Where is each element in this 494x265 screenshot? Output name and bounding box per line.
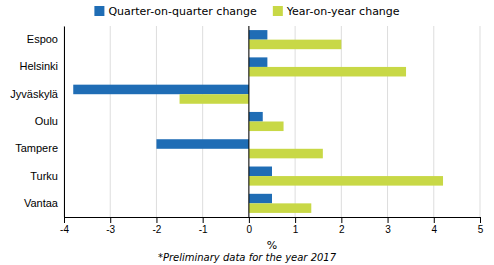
x-tick-label: 0 bbox=[247, 224, 253, 235]
x-tick-mark bbox=[341, 217, 342, 223]
x-tick-label: 4 bbox=[431, 224, 437, 235]
x-tick-label: 2 bbox=[339, 224, 345, 235]
chart: -4 -3 -2 -1 0 1 2 3 4 5 Espoo Helsinki Jyväskylä Oulu… bbox=[0, 0, 494, 265]
y-axis: Espoo Helsinki Jyväskylä Oulu Tampere Turku Va… bbox=[10, 27, 64, 218]
legend-swatch bbox=[94, 6, 104, 16]
grid-line bbox=[341, 26, 342, 217]
y-tick-label: Helsinki bbox=[19, 60, 58, 72]
bar bbox=[249, 167, 272, 177]
x-tick-label: 5 bbox=[478, 224, 484, 235]
bar bbox=[249, 122, 284, 132]
legend: Quarter-on-quarter change Year-on-year ch… bbox=[94, 5, 399, 18]
grid-line bbox=[295, 26, 296, 217]
x-tick-label: -1 bbox=[199, 224, 208, 235]
y-tick-label: Vantaa bbox=[24, 197, 59, 209]
bar-series bbox=[73, 30, 272, 203]
y-tick-label: Turku bbox=[30, 170, 58, 182]
x-tick: -2 bbox=[152, 217, 161, 235]
bar bbox=[249, 30, 267, 40]
legend-label: Year-on-year change bbox=[286, 5, 400, 18]
y-tick: Tampere bbox=[15, 142, 64, 154]
x-tick: 5 bbox=[478, 217, 484, 235]
x-tick-mark bbox=[156, 217, 157, 223]
bar bbox=[249, 40, 341, 50]
bar bbox=[249, 149, 323, 159]
y-axis-line bbox=[64, 27, 65, 218]
bar bbox=[73, 85, 249, 95]
x-tick: -1 bbox=[199, 217, 208, 235]
grid-line bbox=[202, 26, 203, 217]
grid-line bbox=[64, 26, 65, 217]
legend-label: Quarter-on-quarter change bbox=[108, 5, 257, 18]
grid-line bbox=[387, 26, 388, 217]
grid-line bbox=[480, 26, 481, 217]
x-tick-mark bbox=[203, 217, 204, 223]
footnote: *Preliminary data for the year 2017 bbox=[158, 252, 337, 263]
bar bbox=[249, 194, 272, 204]
bar bbox=[249, 57, 267, 67]
x-tick: 1 bbox=[293, 217, 299, 235]
x-tick: -4 bbox=[60, 217, 69, 235]
x-tick: 2 bbox=[339, 217, 345, 235]
y-tick-label: Jyväskylä bbox=[10, 88, 59, 100]
y-tick: Espoo bbox=[27, 33, 64, 45]
bar-series bbox=[180, 40, 443, 213]
y-tick: Turku bbox=[30, 170, 64, 182]
bar bbox=[156, 139, 248, 149]
x-tick: 3 bbox=[385, 217, 391, 235]
y-tick-label: Tampere bbox=[15, 142, 58, 154]
bar bbox=[249, 176, 443, 186]
x-tick-mark bbox=[64, 217, 65, 223]
x-tick: 4 bbox=[431, 217, 437, 235]
y-tick: Vantaa bbox=[24, 197, 64, 209]
x-tick-label: -3 bbox=[106, 224, 115, 235]
bar bbox=[249, 112, 263, 122]
grid-line bbox=[110, 26, 111, 217]
x-tick-mark bbox=[480, 217, 481, 223]
bar bbox=[249, 203, 311, 213]
x-axis-title: % bbox=[267, 239, 277, 252]
x-tick-label: 1 bbox=[293, 224, 299, 235]
y-tick-label: Oulu bbox=[35, 115, 58, 127]
x-tick-mark bbox=[388, 217, 389, 223]
x-axis-line bbox=[65, 217, 481, 218]
x-tick-mark bbox=[295, 217, 296, 223]
y-tick: Helsinki bbox=[19, 60, 64, 72]
x-tick: -3 bbox=[106, 217, 115, 235]
y-tick-label: Espoo bbox=[27, 33, 58, 45]
x-tick: 0 bbox=[247, 217, 253, 235]
grid-line bbox=[248, 26, 249, 217]
x-tick-label: -4 bbox=[60, 224, 69, 235]
y-tick: Oulu bbox=[35, 115, 64, 127]
grid-line bbox=[156, 26, 157, 217]
legend-item: Year-on-year change bbox=[273, 5, 400, 18]
bars bbox=[73, 30, 443, 213]
x-tick-label: 3 bbox=[385, 224, 391, 235]
bar bbox=[249, 67, 406, 77]
zero-line bbox=[248, 26, 249, 217]
x-tick-mark bbox=[434, 217, 435, 223]
x-tick-mark bbox=[249, 217, 250, 223]
grid-line bbox=[433, 26, 434, 217]
y-tick: Jyväskylä bbox=[10, 88, 64, 100]
plot: -4 -3 -2 -1 0 1 2 3 4 5 Espoo Helsinki Jyväskylä Oulu… bbox=[10, 26, 483, 235]
bar bbox=[180, 94, 249, 104]
grid bbox=[64, 26, 480, 217]
x-tick-mark bbox=[110, 217, 111, 223]
x-tick-label: -2 bbox=[152, 224, 161, 235]
legend-swatch bbox=[273, 6, 283, 16]
legend-item: Quarter-on-quarter change bbox=[94, 5, 257, 18]
x-axis: -4 -3 -2 -1 0 1 2 3 4 5 bbox=[60, 217, 484, 235]
